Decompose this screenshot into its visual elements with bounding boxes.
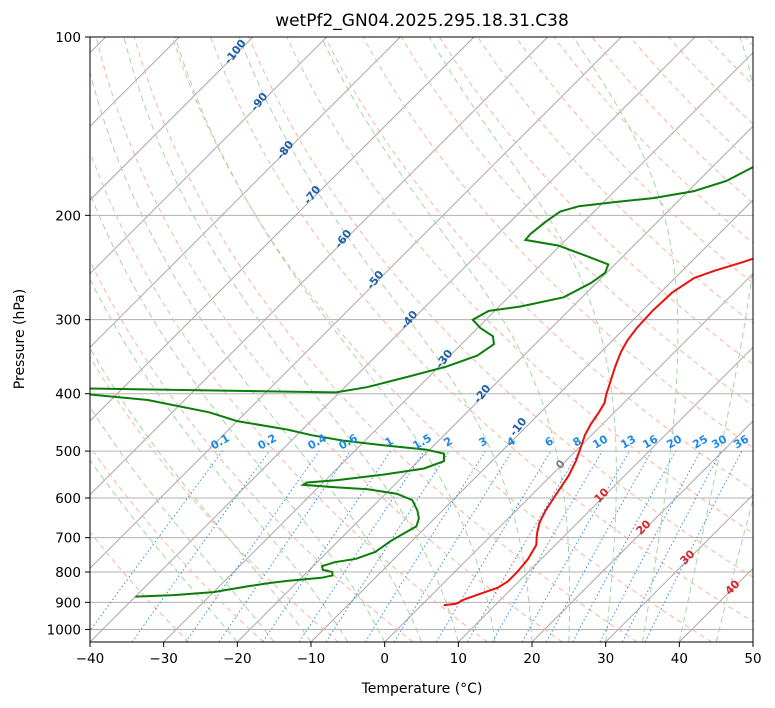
- moist-adiabat: [572, 37, 679, 642]
- mixing-ratio-line: [185, 450, 320, 642]
- series-layer: [90, 165, 753, 607]
- dry-adiabat: [90, 445, 264, 642]
- dry-adiabat: [438, 37, 753, 366]
- moist-adiabat: [90, 347, 312, 642]
- x-tick-label: 20: [523, 651, 540, 667]
- moist-adiabat: [238, 37, 533, 642]
- isotherm: [163, 51, 753, 642]
- moist-adiabat: [678, 37, 753, 642]
- mixing-ratio-line: [262, 450, 392, 642]
- isotherm: [90, 37, 328, 275]
- chart-title: wetPf2_GN04.2025.295.18.31.C38: [275, 11, 569, 31]
- y-tick-label: 800: [55, 565, 81, 581]
- dry-adiabat: [90, 356, 339, 642]
- moist-adiabat: [320, 37, 571, 642]
- moist-adiabat: [90, 459, 238, 642]
- dewpoint-profile: [90, 165, 753, 598]
- mixing-ratio-line: [644, 450, 743, 642]
- plot-frame: [89, 36, 754, 643]
- y-tick-label: 600: [55, 491, 81, 507]
- y-tick-label: 300: [55, 313, 81, 329]
- temperature-profile: [443, 257, 753, 607]
- x-tick-label: 10: [450, 651, 467, 667]
- y-tick-label: 900: [55, 595, 81, 611]
- isotherm: [90, 37, 401, 349]
- moist-adiabat: [90, 406, 275, 642]
- x-tick-label: 50: [744, 651, 761, 667]
- isotherm: [531, 420, 753, 642]
- isotherm: [236, 125, 753, 642]
- x-tick-label: 40: [671, 651, 688, 667]
- isotherm: [90, 37, 254, 201]
- isotherm: [90, 37, 549, 496]
- dry-adiabat: [210, 37, 753, 623]
- moist-adiabat: [428, 37, 617, 642]
- x-tick-label: −40: [76, 651, 105, 667]
- y-tick-label: 500: [55, 444, 81, 460]
- mixing-ratio-line: [572, 450, 677, 642]
- x-axis: −40 −30 −20 −10 0 10 20 30 40 50: [76, 642, 762, 667]
- mixing-ratio-line: [545, 450, 653, 642]
- moist-adiabat: [123, 37, 459, 642]
- plot-background: [90, 37, 753, 642]
- y-axis: 100 200 300 400 500 600 700 800 900 1000: [47, 30, 90, 638]
- moist-adiabat: [90, 278, 349, 642]
- y-tick-label: 1000: [47, 622, 81, 638]
- dry-adiabat: [286, 37, 753, 534]
- dry-adiabat: [400, 37, 753, 407]
- y-axis-label: Pressure (hPa): [12, 289, 28, 389]
- dry-adiabat: [90, 531, 190, 642]
- dry-adiabat: [248, 37, 753, 578]
- isotherm: [752, 641, 753, 642]
- dry-adiabat: [515, 37, 753, 284]
- background-lines: [90, 37, 753, 642]
- isotherm: [457, 346, 753, 642]
- x-tick-label: 0: [380, 651, 389, 667]
- isotherm: [90, 37, 622, 570]
- x-tick-label: −10: [297, 651, 326, 667]
- mixing-ratio-line: [521, 450, 630, 642]
- mixing-ratio-line: [90, 450, 223, 632]
- x-tick-label: −20: [223, 651, 252, 667]
- dry-adiabat: [95, 37, 563, 642]
- y-tick-label: 700: [55, 531, 81, 547]
- x-axis-label: Temperature (°C): [361, 681, 483, 697]
- isotherm: [384, 272, 753, 642]
- isotherm: [605, 493, 753, 642]
- mixing-ratio-line: [131, 450, 270, 642]
- y-tick-label: 200: [55, 208, 81, 224]
- isotherm: [90, 37, 475, 422]
- y-tick-label: 100: [55, 30, 81, 46]
- dry-adiabat: [171, 37, 712, 642]
- dry-adiabat: [90, 150, 488, 642]
- y-tick-label: 400: [55, 387, 81, 403]
- mixing-ratio-line: [325, 450, 450, 642]
- x-tick-label: 30: [597, 651, 614, 667]
- x-tick-label: −30: [149, 651, 178, 667]
- mixing-ratio-line: [393, 450, 513, 642]
- moist-adiabat: [90, 192, 386, 642]
- dry-adiabat: [133, 37, 638, 642]
- moist-adiabat: [174, 37, 496, 642]
- mixing-ratio-line: [218, 450, 351, 642]
- dry-adiabat: [90, 259, 414, 642]
- moist-adiabat: [715, 497, 753, 642]
